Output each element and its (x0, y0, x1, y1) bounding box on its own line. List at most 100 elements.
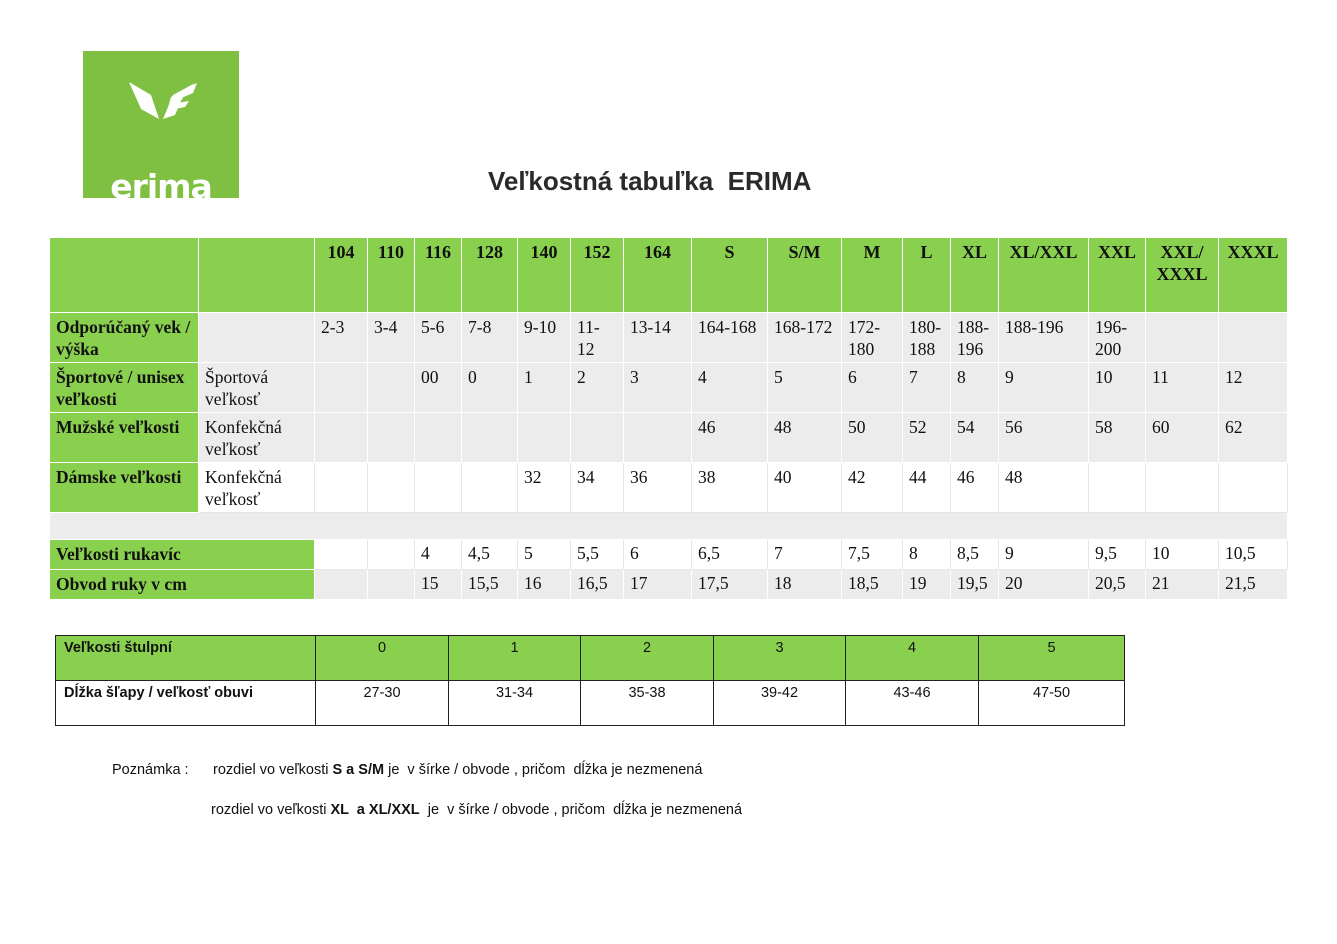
note-bold-text: XL a XL/XXL (330, 802, 420, 818)
row-label: Dámske veľkosti (49, 462, 199, 513)
table-cell: 18 (767, 569, 842, 600)
size-column-header: S/M (767, 237, 842, 313)
note-bold-text: S a S/M (332, 762, 385, 778)
table-cell (367, 569, 415, 600)
row-label: Obvod ruky v cm (49, 569, 315, 600)
table-cell (314, 569, 368, 600)
table-cell: 5 (767, 362, 842, 413)
table-cell: 9 (998, 539, 1089, 570)
table-cell: 20,5 (1088, 569, 1146, 600)
table-cell: 172-180 (841, 312, 903, 363)
erima-wing-emblem-icon (129, 82, 197, 119)
table-cell: 56 (998, 412, 1089, 463)
table-cell (1088, 462, 1146, 513)
table-cell: 11 (1145, 362, 1219, 413)
table-row: Dámske veľkosti Konfekčná veľkosť 32 34 … (49, 462, 1288, 513)
table-cell: 18,5 (841, 569, 903, 600)
table-cell: 5,5 (570, 539, 624, 570)
table-cell: 34 (570, 462, 624, 513)
gaiter-size-cell: 0 (315, 635, 449, 681)
table-cell (367, 412, 415, 463)
table-cell: 188-196 (998, 312, 1089, 363)
table-cell: 8,5 (950, 539, 999, 570)
table-cell: 40 (767, 462, 842, 513)
table-cell: 00 (414, 362, 462, 413)
size-column-header: XL (950, 237, 999, 313)
note-prefix: Poznámka : (112, 762, 189, 778)
table-cell: 7,5 (841, 539, 903, 570)
table-cell: 38 (691, 462, 768, 513)
table-cell: 7 (767, 539, 842, 570)
size-column-header: 104 (314, 237, 368, 313)
gaiter-size-cell: 5 (978, 635, 1125, 681)
table-cell: 17,5 (691, 569, 768, 600)
table-cell: 60 (1145, 412, 1219, 463)
table-cell: 7 (902, 362, 951, 413)
table-cell: 62 (1218, 412, 1288, 463)
table-cell: 13-14 (623, 312, 692, 363)
table-cell: 42 (841, 462, 903, 513)
size-column-header: XXL/ XXXL (1145, 237, 1219, 313)
gaiter-size-cell: 4 (845, 635, 979, 681)
table-row: Športové / unisex veľkosti Športová veľk… (49, 362, 1288, 413)
table-cell (517, 412, 571, 463)
size-column-header: XXXL (1218, 237, 1288, 313)
table-cell: 9-10 (517, 312, 571, 363)
note-line-1: rozdiel vo veľkosti S a S/M je v šírke /… (213, 762, 702, 778)
table-cell: 4,5 (461, 539, 518, 570)
size-column-header: 110 (367, 237, 415, 313)
table-cell: 15,5 (461, 569, 518, 600)
row-label: Odporúčaný vek / výška (49, 312, 199, 363)
page-title: Veľkostná tabuľka ERIMA (488, 166, 812, 196)
gaiter-size-cell: 1 (448, 635, 581, 681)
table-cell (414, 462, 462, 513)
table-cell: 52 (902, 412, 951, 463)
size-column-header: 152 (570, 237, 624, 313)
row-sublabel: Konfekčná veľkosť (198, 412, 315, 463)
table-cell (314, 539, 368, 570)
table-cell (461, 462, 518, 513)
size-column-header: 140 (517, 237, 571, 313)
table-cell: 10 (1145, 539, 1219, 570)
table-cell: 6,5 (691, 539, 768, 570)
table-cell (367, 462, 415, 513)
note-text: je v šírke / obvode , pričom dĺžka je ne… (419, 802, 743, 818)
table-cell: 15 (414, 569, 462, 600)
table-cell (1145, 462, 1219, 513)
table-cell: 5-6 (414, 312, 462, 363)
gaiter-range-cell: 43-46 (845, 680, 979, 726)
row-label: Veľkosti rukavíc (49, 539, 315, 570)
size-column-header: XXL (1088, 237, 1146, 313)
table-cell: 48 (767, 412, 842, 463)
table-cell (314, 362, 368, 413)
table-cell (367, 362, 415, 413)
header-blank-cell (198, 237, 315, 313)
gaiter-size-cell: 2 (580, 635, 714, 681)
table-cell: 44 (902, 462, 951, 513)
table-cell: 4 (414, 539, 462, 570)
table-cell (1145, 312, 1219, 363)
row-sublabel: Športová veľkosť (198, 362, 315, 413)
table-cell: 0 (461, 362, 518, 413)
size-column-header: S (691, 237, 768, 313)
table-cell: 7-8 (461, 312, 518, 363)
note-line-2: rozdiel vo veľkosti XL a XL/XXL je v šír… (211, 802, 742, 818)
table-cell: 20 (998, 569, 1089, 600)
table-cell: 46 (950, 462, 999, 513)
size-header-row: 104 110 116 128 140 152 164 S S/M M L XL… (49, 237, 1288, 313)
gaiter-header-row: Veľkosti štulpní 0 1 2 3 4 5 (55, 635, 1125, 681)
table-row: Mužské veľkosti Konfekčná veľkosť 46 48 … (49, 412, 1288, 463)
table-cell (367, 539, 415, 570)
table-cell: 48 (998, 462, 1089, 513)
table-cell: 21 (1145, 569, 1219, 600)
table-cell: 4 (691, 362, 768, 413)
size-column-header: 164 (623, 237, 692, 313)
table-cell: 16 (517, 569, 571, 600)
table-cell: 8 (902, 539, 951, 570)
spacer-row (49, 512, 1288, 540)
gaiter-size-cell: 3 (713, 635, 846, 681)
table-row: Veľkosti rukavíc 4 4,5 5 5,5 6 6,5 7 7,5… (49, 539, 1288, 570)
gaiter-value-row: Dĺžka šľapy / veľkosť obuvi 27-30 31-34 … (55, 680, 1125, 726)
table-cell: 10 (1088, 362, 1146, 413)
table-cell: 12 (1218, 362, 1288, 413)
